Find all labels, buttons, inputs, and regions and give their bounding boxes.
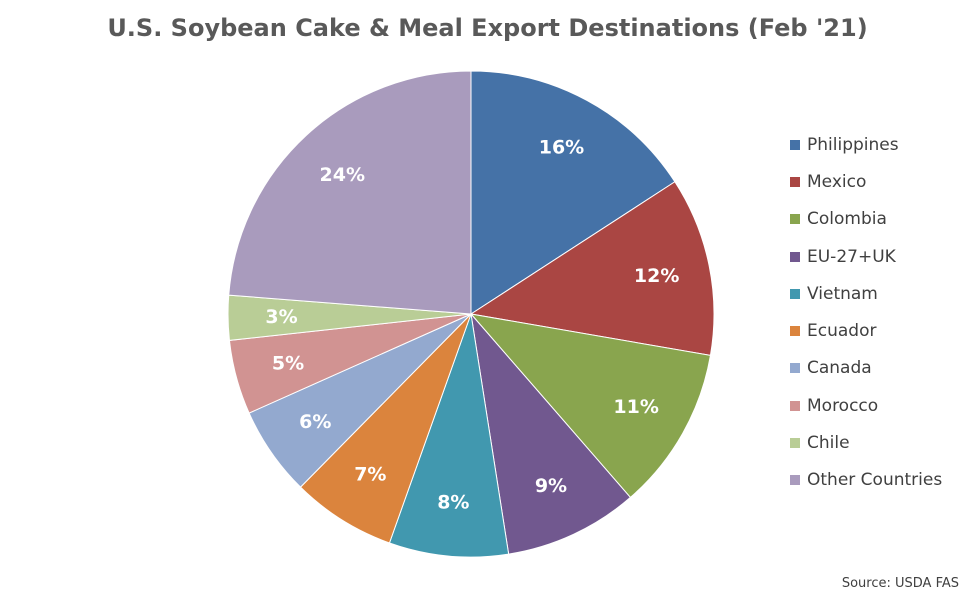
legend-item-8: Chile — [790, 424, 942, 461]
slice-label-6: 6% — [299, 411, 331, 433]
slice-labels: 16% 12% 11% 9% 8% 7% 6% 5% 3% 24% — [265, 136, 679, 513]
legend-item-0: Philippines — [790, 126, 942, 163]
legend-swatch — [790, 214, 800, 225]
legend-label: Morocco — [807, 395, 879, 416]
slice-label-8: 3% — [265, 306, 297, 328]
legend-label: Mexico — [807, 171, 867, 192]
legend-swatch — [790, 288, 800, 299]
legend-label: Other Countries — [807, 470, 943, 491]
legend-item-5: Ecuador — [790, 312, 942, 349]
legend-item-9: Other Countries — [790, 462, 942, 499]
pie-slice-9 — [228, 70, 472, 315]
slice-label-7: 5% — [272, 353, 304, 375]
legend-swatch — [790, 438, 800, 449]
chart-title: U.S. Soybean Cake & Meal Export Destinat… — [107, 14, 868, 42]
slice-label-4: 8% — [437, 492, 469, 514]
legend-item-6: Canada — [790, 350, 942, 387]
slice-label-0: 16% — [539, 136, 584, 158]
legend-label: Chile — [807, 433, 850, 454]
legend-label: Ecuador — [807, 321, 877, 342]
legend-item-4: Vietnam — [790, 275, 942, 312]
slice-label-2: 11% — [613, 396, 658, 418]
legend-swatch — [790, 176, 800, 187]
legend-label: Colombia — [807, 209, 887, 230]
slice-label-1: 12% — [634, 265, 679, 287]
legend-swatch — [790, 139, 800, 150]
slice-label-3: 9% — [535, 475, 567, 497]
pie-slice-4 — [388, 313, 510, 558]
slice-label-5: 7% — [354, 464, 386, 486]
legend-swatch — [790, 475, 800, 486]
pie-slice-5 — [299, 313, 472, 544]
legend-swatch — [790, 251, 800, 262]
legend-item-1: Mexico — [790, 163, 942, 200]
pie-slice-0 — [470, 70, 676, 315]
legend: Philippines Mexico Colombia EU-27+UK Vietnam… — [790, 126, 942, 499]
legend-item-2: Colombia — [790, 201, 942, 238]
legend-label: Vietnam — [807, 283, 878, 304]
legend-label: Canada — [807, 358, 872, 379]
legend-label: EU-27+UK — [807, 246, 896, 267]
legend-swatch — [790, 326, 800, 337]
pie-slices — [227, 70, 715, 558]
legend-label: Philippines — [807, 134, 899, 155]
slice-label-9: 24% — [320, 164, 365, 186]
source-note: Source: USDA FAS — [841, 576, 959, 591]
pie-slice-2 — [469, 313, 712, 499]
legend-swatch — [790, 400, 800, 411]
pie-slice-1 — [469, 181, 715, 356]
legend-item-3: EU-27+UK — [790, 238, 942, 275]
pie-slice-3 — [470, 312, 632, 555]
legend-swatch — [790, 363, 800, 374]
legend-item-7: Morocco — [790, 387, 942, 424]
